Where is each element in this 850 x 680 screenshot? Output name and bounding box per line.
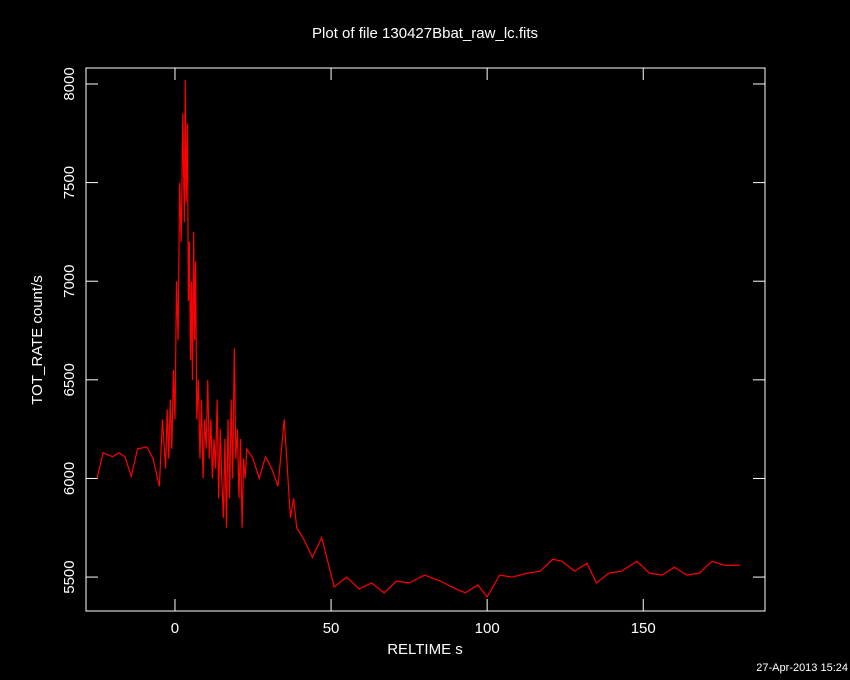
x-tick-label: 50 — [323, 620, 340, 637]
x-tick-label: 150 — [631, 620, 656, 637]
y-tick-label: 5500 — [61, 560, 78, 593]
timestamp: 27-Apr-2013 15:24 — [756, 662, 848, 674]
data-line — [96, 80, 741, 598]
x-tick-label: 100 — [475, 620, 500, 637]
y-tick-label: 8000 — [61, 67, 78, 100]
chart-title: Plot of file 130427Bbat_raw_lc.fits — [312, 25, 538, 42]
x-tick-label: 0 — [171, 620, 179, 637]
y-tick-label: 7000 — [61, 265, 78, 298]
y-tick-label: 6500 — [61, 363, 78, 396]
y-tick-label: 6000 — [61, 462, 78, 495]
y-axis-label: TOT_RATE count/s — [29, 275, 46, 405]
x-axis-label: RELTIME s — [387, 641, 463, 658]
y-tick-label: 7500 — [61, 166, 78, 199]
plot-frame — [85, 67, 766, 612]
